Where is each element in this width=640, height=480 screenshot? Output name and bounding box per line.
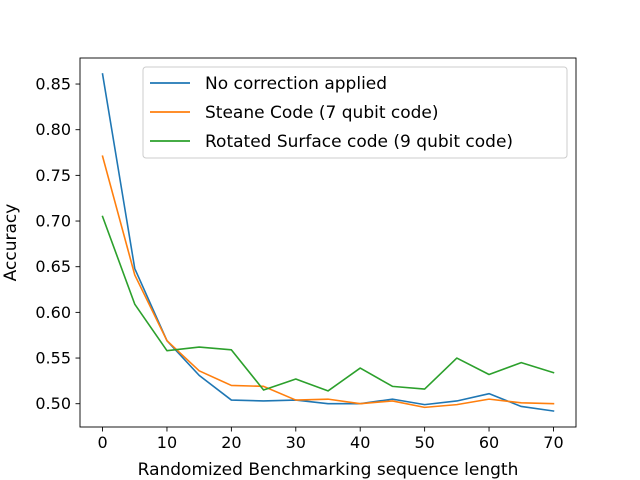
series-line-0 (101, 73, 555, 412)
plot-frame (79, 57, 577, 428)
legend: No correction applied Steane Code (7 qubi… (142, 66, 568, 159)
legend-box (142, 66, 568, 159)
axes-layer (75, 57, 577, 432)
x-tick-label: 40 (350, 433, 370, 452)
y-tick-label: 0.65 (35, 257, 71, 276)
series-line-1 (101, 155, 555, 409)
x-tick-label: 30 (286, 433, 306, 452)
x-tick-label: 70 (543, 433, 563, 452)
y-axis-label: Accuracy (1, 204, 21, 282)
legend-label-2: Rotated Surface code (9 qubit code) (205, 132, 513, 152)
legend-label-1: Steane Code (7 qubit code) (205, 103, 439, 123)
x-tick-label: 10 (157, 433, 177, 452)
x-tick-label: 50 (414, 433, 434, 452)
x-axis-label: Randomized Benchmarking sequence length (138, 460, 519, 480)
y-tick-label: 0.75 (35, 166, 71, 185)
y-tick-label: 0.70 (35, 212, 71, 231)
y-tick-label: 0.55 (35, 349, 71, 368)
y-tick-label: 0.60 (35, 303, 71, 322)
series-line-2 (101, 215, 555, 392)
y-tick-label: 0.80 (35, 120, 71, 139)
x-tick-label: 60 (479, 433, 499, 452)
labels-layer: 0 10 20 30 40 50 60 70 0.50 0.55 0.60 0.65 0.70 0.75 0… (1, 75, 564, 480)
series-layer (101, 73, 555, 412)
x-tick-label: 0 (97, 433, 107, 452)
x-tick-label: 20 (221, 433, 241, 452)
y-tick-label: 0.50 (35, 394, 71, 413)
y-tick-label: 0.85 (35, 75, 71, 94)
legend-label-0: No correction applied (205, 74, 387, 94)
